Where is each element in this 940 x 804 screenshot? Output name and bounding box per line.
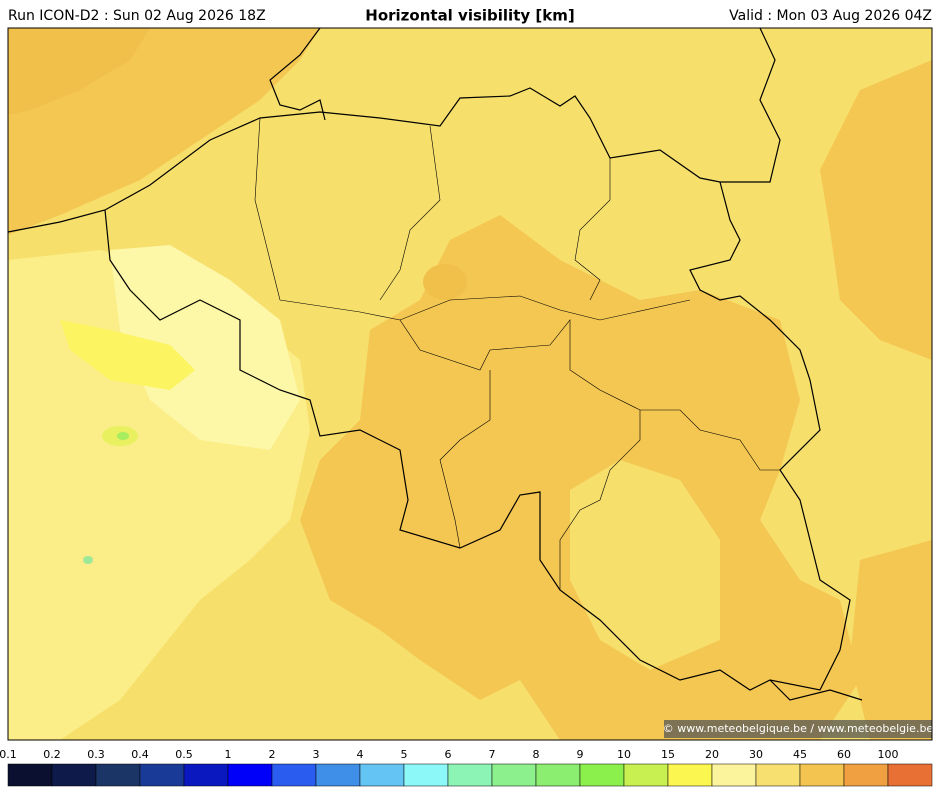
green-spot <box>117 432 129 440</box>
colorbar-label: 100 <box>878 748 899 761</box>
colorbar-swatch <box>755 763 801 787</box>
colorbar-label: 5 <box>401 748 408 761</box>
colorbar-label: 2 <box>269 748 276 761</box>
map: © www.meteobelgique.be / www.meteobelgie… <box>7 27 934 741</box>
map-frame <box>7 27 933 741</box>
map-title: Horizontal visibility [km] <box>365 7 574 25</box>
colorbar-label: 10 <box>617 748 631 761</box>
colorbar-swatch <box>183 763 229 787</box>
colorbar-swatch <box>271 763 317 787</box>
colorbar-swatch <box>227 763 273 787</box>
colorbar-label: 0.5 <box>175 748 193 761</box>
colorbar-swatch <box>887 763 933 787</box>
colorbar-swatch <box>51 763 97 787</box>
colorbar-swatch <box>95 763 141 787</box>
country-borders <box>7 27 863 701</box>
colorbar-swatch <box>799 763 845 787</box>
orange-area <box>850 540 932 740</box>
sea-area <box>8 28 150 115</box>
colorbar-label: 30 <box>749 748 763 761</box>
province-borders <box>254 117 780 590</box>
pale-area <box>110 245 300 450</box>
colorbar-swatch <box>403 763 449 787</box>
colorbar-swatch <box>7 763 53 787</box>
colorbar-label: 45 <box>793 748 807 761</box>
colorbar-label: 9 <box>577 748 584 761</box>
colorbar-swatch <box>359 763 405 787</box>
colorbar-swatch <box>315 763 361 787</box>
colorbar-label: 1 <box>225 748 232 761</box>
colorbar-swatch <box>623 763 669 787</box>
colorbar-label: 4 <box>357 748 364 761</box>
colorbar-swatch <box>139 763 185 787</box>
colorbar-label: 0.2 <box>43 748 61 761</box>
orange-area <box>820 60 932 360</box>
colorbar-label: 0.3 <box>87 748 105 761</box>
run-label: Run ICON-D2 : Sun 02 Aug 2026 18Z <box>8 8 266 24</box>
green-spot <box>83 556 93 564</box>
credit-box <box>664 720 932 738</box>
colorbar-label: 6 <box>445 748 452 761</box>
colorbar-label: 60 <box>837 748 851 761</box>
colorbar-label: 8 <box>533 748 540 761</box>
colorbar-swatch <box>535 763 581 787</box>
map-area <box>570 460 720 670</box>
colorbar-label: 0.4 <box>131 748 149 761</box>
colorbar: 0.1 0.2 0.3 0.4 0.5 1 2 3 4 5 6 7 8 9 10 15 20 30 45 60 100 <box>0 748 933 787</box>
orange-area <box>423 264 467 300</box>
colorbar-label: 0.1 <box>0 748 17 761</box>
valid-label: Valid : Mon 03 Aug 2026 04Z <box>729 8 932 24</box>
colorbar-label: 7 <box>489 748 496 761</box>
bright-area <box>60 320 195 390</box>
colorbar-swatch <box>843 763 889 787</box>
credit: © www.meteobelgique.be / www.meteobelgie… <box>663 722 934 735</box>
colorbar-swatch <box>579 763 625 787</box>
colorbar-swatch <box>447 763 493 787</box>
colorbar-label: 20 <box>705 748 719 761</box>
colorbar-label: 15 <box>661 748 675 761</box>
colorbar-swatch <box>667 763 713 787</box>
colorbar-swatch <box>491 763 537 787</box>
colorbar-label: 3 <box>313 748 320 761</box>
colorbar-swatch <box>711 763 757 787</box>
